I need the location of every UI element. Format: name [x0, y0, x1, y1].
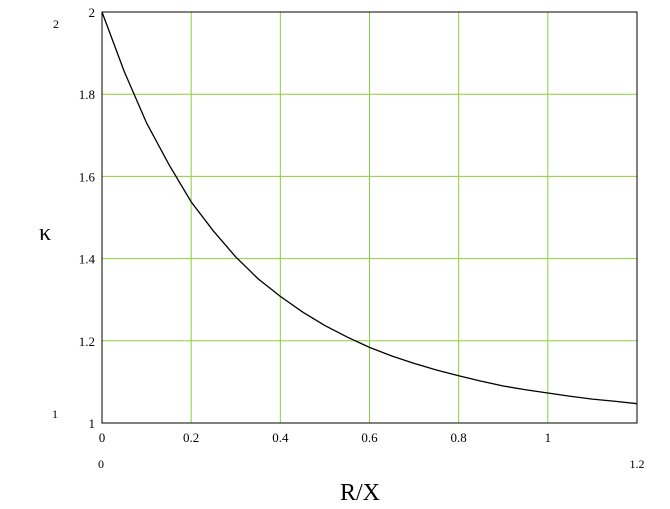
y-tick-label: 1 — [89, 416, 96, 431]
x-range-max-label: 1.2 — [630, 457, 645, 471]
x-range-min-label: 0 — [98, 457, 104, 471]
plot-frame — [101, 11, 638, 424]
y-tick-label: 2 — [89, 5, 96, 20]
x-tick-labels: 0 0.2 0.4 0.6 0.8 1 — [99, 430, 551, 445]
x-axis-title: R/X — [340, 480, 380, 504]
y-range-max-label: 2 — [53, 17, 59, 31]
y-tick-label: 1.8 — [79, 87, 95, 102]
y-range-min-label: 1 — [52, 407, 58, 421]
x-tick-label: 0.2 — [183, 430, 199, 445]
y-tick-label: 1.6 — [79, 169, 96, 184]
x-tick-label: 0 — [99, 430, 106, 445]
y-axis-title: κ — [39, 220, 51, 246]
data-line — [101, 11, 638, 405]
x-tick-label: 0.4 — [272, 430, 289, 445]
x-tick-label: 1 — [545, 430, 552, 445]
x-tick-label: 0.8 — [451, 430, 467, 445]
grid-lines — [102, 12, 637, 423]
y-tick-label: 1.4 — [79, 252, 96, 267]
y-tick-labels: 1 1.2 1.4 1.6 1.8 2 — [79, 5, 96, 431]
x-tick-label: 0.6 — [361, 430, 378, 445]
y-tick-label: 1.2 — [79, 334, 95, 349]
